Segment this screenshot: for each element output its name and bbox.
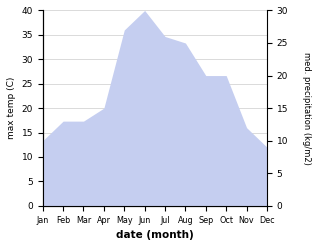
Y-axis label: max temp (C): max temp (C)	[7, 77, 16, 139]
X-axis label: date (month): date (month)	[116, 230, 194, 240]
Y-axis label: med. precipitation (kg/m2): med. precipitation (kg/m2)	[302, 52, 311, 165]
